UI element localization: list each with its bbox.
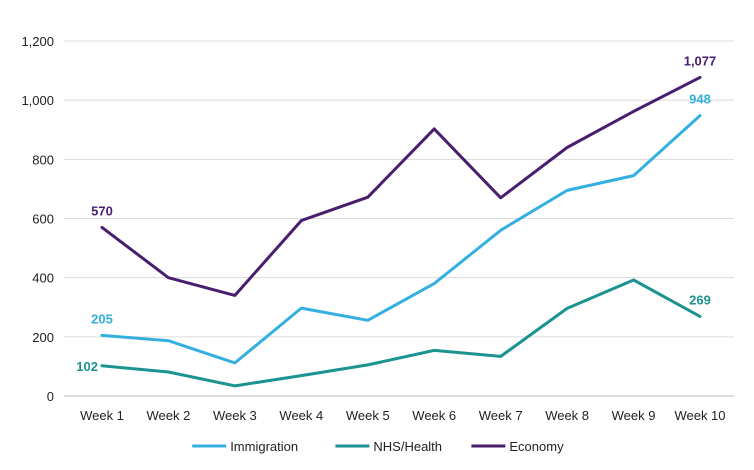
y-tick-label: 200 <box>32 330 54 345</box>
x-tick-label: Week 3 <box>213 408 257 423</box>
x-tick-label: Week 2 <box>147 408 191 423</box>
x-tick-label: Week 6 <box>412 408 456 423</box>
y-tick-label: 800 <box>32 152 54 167</box>
legend-label: NHS/Health <box>373 439 442 454</box>
x-tick-label: Week 10 <box>674 408 725 423</box>
data-label: 269 <box>689 292 711 307</box>
x-tick-label: Week 5 <box>346 408 390 423</box>
y-tick-label: 0 <box>47 389 54 404</box>
data-label: 102 <box>76 359 98 374</box>
data-label: 948 <box>689 92 711 107</box>
y-tick-label: 400 <box>32 271 54 286</box>
y-tick-label: 1,200 <box>21 34 54 49</box>
data-label: 570 <box>91 203 113 218</box>
data-label: 205 <box>91 311 113 326</box>
series-line-economy <box>100 75 702 297</box>
x-tick-label: Week 9 <box>612 408 656 423</box>
y-tick-label: 1,000 <box>21 93 54 108</box>
x-tick-label: Week 4 <box>279 408 323 423</box>
x-tick-label: Week 8 <box>545 408 589 423</box>
legend-label: Economy <box>509 439 564 454</box>
x-tick-label: Week 7 <box>479 408 523 423</box>
series-line-nhs-health <box>100 278 702 388</box>
series-line-immigration <box>100 114 702 365</box>
data-label: 1,077 <box>684 53 717 68</box>
y-tick-label: 600 <box>32 212 54 227</box>
legend-label: Immigration <box>230 439 298 454</box>
x-tick-label: Week 1 <box>80 408 124 423</box>
